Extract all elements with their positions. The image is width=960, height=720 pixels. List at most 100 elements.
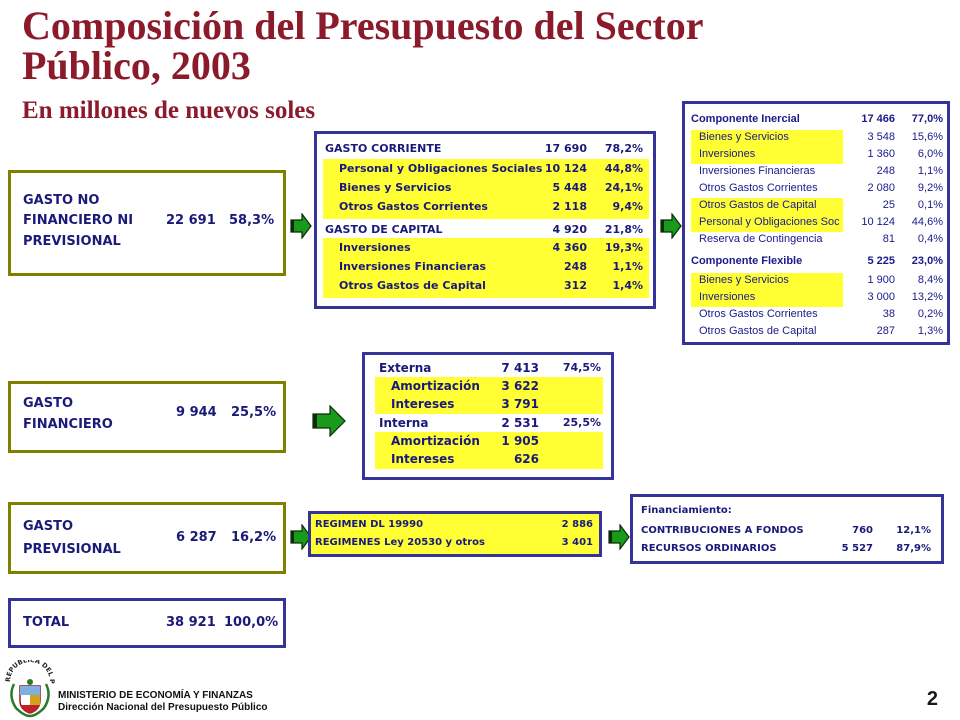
item-percent: 24,1% — [604, 181, 643, 194]
gasto-no-financiero-box: GASTO NO FINANCIERO NI 22 691 58,3% PREV… — [8, 170, 286, 276]
item-amount: 1 905 — [501, 434, 539, 448]
page-title-line2: Público, 2003 — [22, 43, 251, 88]
item-percent: 6,0% — [917, 148, 943, 160]
page-title: Composición del Presupuesto del Sector P… — [22, 6, 703, 86]
box-amount: 38 921 — [166, 615, 216, 630]
group-amount: 17 690 — [544, 142, 587, 155]
box-percent: 16,2% — [231, 530, 277, 545]
arrow-right-icon — [290, 524, 312, 550]
item-percent: 13,2% — [911, 291, 943, 303]
peru-seal-icon: REPUBLICA DEL PERU — [4, 660, 56, 718]
arrow-right-icon — [660, 213, 682, 239]
direccion-name: Dirección Nacional del Presupuesto Públi… — [58, 702, 268, 713]
highlight-block — [375, 377, 603, 414]
regimen-box: REGIMEN DL 19990 2 886 REGIMENES Ley 20530… — [308, 511, 602, 557]
box-label: FINANCIERO NI — [23, 213, 134, 228]
item-amount: 3 548 — [867, 131, 895, 143]
item-label: Amortización — [391, 379, 480, 393]
group-label: Componente Flexible — [691, 255, 803, 267]
item-amount: 25 — [882, 199, 895, 211]
item-amount: 626 — [513, 452, 539, 466]
box-label: TOTAL — [23, 615, 70, 630]
item-amount: 2 886 — [561, 519, 593, 530]
item-amount: 1 360 — [867, 148, 895, 160]
item-label: Otros Gastos Corrientes — [699, 182, 818, 194]
group-label: Componente Inercial — [691, 113, 800, 125]
item-amount: 10 124 — [861, 216, 895, 228]
item-label: Inversiones — [699, 148, 756, 160]
item-label: REGIMEN DL 19990 — [315, 519, 424, 530]
box-amount: 9 944 — [176, 405, 217, 420]
box-label: PREVISIONAL — [23, 234, 121, 249]
group-amount: 4 920 — [552, 223, 587, 236]
item-amount: 248 — [876, 165, 895, 177]
arrow-right-icon — [312, 405, 346, 437]
group-amount: 17 466 — [861, 113, 895, 125]
box-percent: 25,5% — [231, 405, 277, 420]
box-label: FINANCIERO — [23, 417, 113, 432]
box-label: GASTO — [23, 396, 74, 411]
group-percent: 21,8% — [604, 223, 643, 236]
page-number: 2 — [926, 688, 938, 710]
item-label: Inversiones — [339, 241, 411, 254]
financiamiento-box: Financiamiento: CONTRIBUCIONES A FONDOS 7… — [630, 494, 944, 564]
group-percent: 25,5% — [562, 416, 601, 429]
highlight-row — [691, 215, 843, 232]
item-label: Intereses — [391, 452, 455, 466]
item-amount: 10 124 — [544, 162, 587, 175]
item-amount: 81 — [882, 233, 895, 245]
highlight-block — [323, 159, 649, 219]
item-label: Bienes y Servicios — [699, 131, 789, 143]
highlight-row — [691, 273, 843, 290]
item-amount: 1 900 — [867, 274, 895, 286]
item-label: Personal y Obligaciones Sociales — [699, 216, 839, 228]
item-amount: 3 622 — [501, 379, 539, 393]
group-label: Interna — [379, 416, 429, 430]
item-percent: 0,1% — [917, 199, 943, 211]
item-amount: 38 — [882, 308, 895, 320]
item-percent: 9,4% — [612, 200, 643, 213]
financiamiento-title: Financiamiento: — [641, 505, 732, 516]
item-amount: 248 — [564, 260, 587, 273]
item-label: Otros Gastos Corrientes — [699, 308, 818, 320]
item-label: Otros Gastos de Capital — [339, 279, 486, 292]
highlight-block — [323, 238, 649, 298]
box-amount: 6 287 — [176, 530, 217, 545]
item-label: Inversiones — [699, 291, 756, 303]
item-amount: 3 000 — [867, 291, 895, 303]
highlight-row — [691, 130, 843, 147]
group-amount: 7 413 — [501, 361, 539, 375]
item-percent: 9,2% — [917, 182, 943, 194]
item-percent: 1,3% — [917, 325, 943, 337]
item-amount: 5 448 — [552, 181, 587, 194]
item-amount: 312 — [564, 279, 587, 292]
group-label: GASTO DE CAPITAL — [325, 223, 443, 236]
item-percent: 0,4% — [917, 233, 943, 245]
arrow-right-icon — [608, 524, 630, 550]
item-label: Amortización — [391, 434, 480, 448]
item-percent: 1,4% — [612, 279, 643, 292]
group-percent: 23,0% — [911, 255, 943, 267]
box-label: GASTO NO — [23, 193, 100, 208]
item-percent: 19,3% — [604, 241, 643, 254]
item-label: Personal y Obligaciones Sociales — [339, 162, 543, 175]
group-percent: 77,0% — [911, 113, 943, 125]
item-label: Intereses — [391, 397, 455, 411]
item-label: Bienes y Servicios — [699, 274, 789, 286]
gasto-corriente-capital-box: GASTO CORRIENTE 17 690 78,2% Personal y … — [314, 131, 656, 309]
item-amount: 287 — [876, 325, 895, 337]
box-percent: 100,0% — [224, 615, 279, 630]
total-box: TOTAL 38 921 100,0% — [8, 598, 286, 648]
highlight-row — [691, 198, 843, 215]
item-label: Reserva de Contingencia — [699, 233, 823, 245]
box-amount: 22 691 — [166, 213, 216, 228]
group-percent: 74,5% — [562, 361, 601, 374]
ministry-name: MINISTERIO DE ECONOMÍA Y FINANZAS — [58, 690, 253, 701]
item-percent: 44,6% — [911, 216, 943, 228]
item-percent: 12,1% — [896, 525, 931, 536]
item-label: Otros Gastos Corrientes — [339, 200, 488, 213]
item-label: CONTRIBUCIONES A FONDOS — [641, 525, 804, 536]
page-title-line1: Composición del Presupuesto del Sector — [22, 3, 704, 48]
item-percent: 15,6% — [911, 131, 943, 143]
gasto-previsional-box: GASTO 6 287 16,2% PREVISIONAL — [8, 502, 286, 574]
